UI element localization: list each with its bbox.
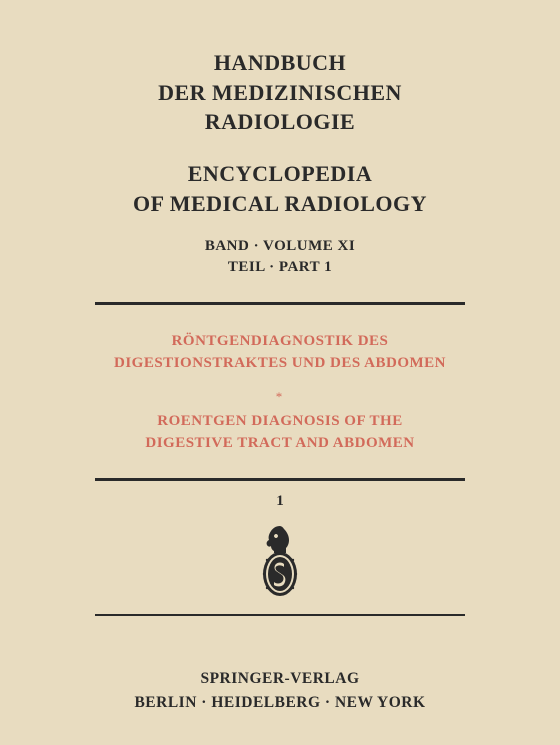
- publisher-cities: BERLIN · HEIDELBERG · NEW YORK: [134, 691, 425, 715]
- volume-line1: BAND · VOLUME XI: [205, 236, 355, 257]
- title-german-block: HANDBUCH DER MEDIZINISCHEN RADIOLOGIE: [158, 48, 402, 137]
- volume-block: BAND · VOLUME XI TEIL · PART 1: [205, 236, 355, 278]
- publisher-logo-wrap: [256, 524, 304, 598]
- subtitle-de-line2: DIGESTIONSTRAKTES UND DES ABDOMEN: [114, 353, 446, 375]
- part-number: 1: [276, 493, 284, 510]
- horizontal-rule-top: [95, 302, 465, 305]
- book-cover: HANDBUCH DER MEDIZINISCHEN RADIOLOGIE EN…: [0, 0, 560, 745]
- subtitle-en-line2: DIGESTIVE TRACT AND ABDOMEN: [145, 433, 414, 455]
- subtitle-de-line1: RÖNTGENDIAGNOSTIK DES: [114, 331, 446, 353]
- title-de-line1: HANDBUCH: [158, 48, 402, 78]
- horizontal-rule-bottom: [95, 614, 465, 616]
- separator-star: *: [276, 389, 285, 405]
- subtitle-german-block: RÖNTGENDIAGNOSTIK DES DIGESTIONSTRAKTES …: [114, 331, 446, 375]
- title-en-line1: ENCYCLOPEDIA: [133, 159, 427, 189]
- title-en-line2: OF MEDICAL RADIOLOGY: [133, 189, 427, 219]
- title-de-line2: DER MEDIZINISCHEN: [158, 78, 402, 108]
- springer-horse-icon: [256, 524, 304, 598]
- horizontal-rule-middle: [95, 478, 465, 481]
- title-de-line3: RADIOLOGIE: [158, 107, 402, 137]
- volume-line2: TEIL · PART 1: [205, 257, 355, 278]
- publisher-name: SPRINGER-VERLAG: [134, 667, 425, 691]
- title-english-block: ENCYCLOPEDIA OF MEDICAL RADIOLOGY: [133, 159, 427, 218]
- subtitle-en-line1: ROENTGEN DIAGNOSIS OF THE: [145, 411, 414, 433]
- publisher-block: SPRINGER-VERLAG BERLIN · HEIDELBERG · NE…: [134, 667, 425, 715]
- subtitle-english-block: ROENTGEN DIAGNOSIS OF THE DIGESTIVE TRAC…: [145, 411, 414, 455]
